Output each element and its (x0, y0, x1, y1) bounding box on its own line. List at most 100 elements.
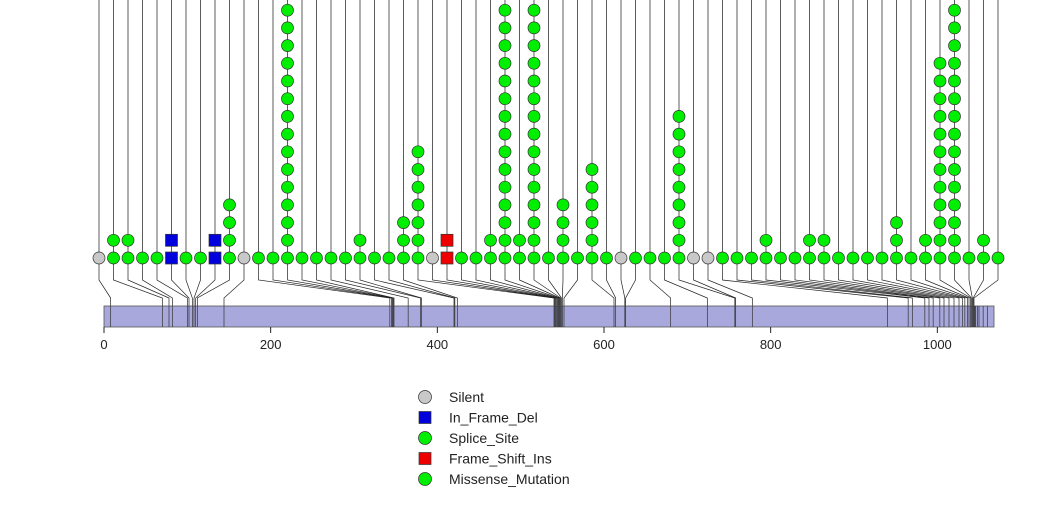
mutation-marker-missense-mutation (498, 233, 512, 247)
mutation-marker-missense-mutation (411, 145, 425, 159)
mutation-marker-missense-mutation (281, 39, 294, 52)
mutation-marker-missense-mutation (223, 251, 236, 265)
connector-line (678, 258, 736, 306)
mutation-marker-missense-mutation (803, 251, 816, 265)
mutation-marker-missense-mutation (803, 233, 816, 247)
mutation-marker-in-frame-del (208, 233, 222, 247)
mutation-marker-missense-mutation (498, 3, 512, 17)
connector-line (156, 258, 188, 306)
connector-line (127, 258, 170, 306)
connector-line (374, 258, 455, 306)
mutation-marker-missense-mutation (324, 251, 338, 265)
mutation-marker-missense-mutation (948, 216, 961, 229)
mutation-marker-missense-mutation (933, 233, 947, 247)
mutation-marker-missense-mutation (933, 216, 947, 229)
tick-label: 800 (760, 337, 782, 352)
mutation-marker-silent (92, 251, 106, 265)
connector-lines (98, 258, 999, 306)
connector-line (446, 258, 557, 306)
connector-line (301, 258, 394, 306)
connector-line (968, 258, 973, 306)
mutation-marker-missense-mutation (382, 251, 396, 265)
connector-line (388, 258, 456, 306)
mutation-marker-missense-mutation (745, 251, 758, 265)
mutation-marker-frame-shift-ins (440, 233, 454, 247)
connector-line (563, 258, 578, 306)
mutation-marker-missense-mutation (672, 110, 686, 123)
mutation-marker-missense-mutation (933, 198, 947, 212)
mutation-marker-missense-mutation (252, 251, 265, 265)
mutation-marker-silent (701, 251, 715, 265)
legend-swatch-missense-mutation (418, 472, 432, 486)
mutation-marker-in-frame-del (208, 251, 222, 265)
tick-label: 0 (100, 337, 107, 352)
mutation-markers (92, 3, 1005, 265)
mutation-marker-missense-mutation (397, 216, 410, 229)
mutation-marker-missense-mutation (281, 180, 294, 194)
mutation-marker-missense-mutation (107, 233, 120, 247)
connector-line (620, 258, 626, 306)
mutation-marker-missense-mutation (788, 251, 802, 265)
connector-line (475, 258, 558, 306)
mutation-marker-missense-mutation (672, 163, 686, 176)
mutation-marker-silent (687, 251, 700, 265)
mutation-marker-missense-mutation (527, 180, 541, 194)
mutation-marker-missense-mutation (150, 251, 164, 265)
mutation-marker-missense-mutation (948, 233, 961, 247)
mutation-marker-missense-mutation (223, 198, 236, 212)
mutation-marker-missense-mutation (571, 251, 584, 265)
mutation-marker-missense-mutation (295, 251, 309, 265)
mutation-marker-missense-mutation (977, 233, 990, 247)
connector-line (461, 258, 557, 306)
legend-label: Silent (449, 389, 484, 405)
mutation-marker-in-frame-del (165, 233, 178, 247)
mutation-marker-missense-mutation (846, 251, 860, 265)
x-axis: 0 200 400 600 800 1000 (100, 327, 952, 352)
mutation-marker-missense-mutation (411, 216, 425, 229)
mutation-marker-missense-mutation (933, 145, 947, 159)
connector-line (287, 258, 393, 306)
lollipop-stems (98, 0, 999, 258)
connector-line (625, 258, 636, 306)
mutation-marker-missense-mutation (223, 233, 236, 247)
mutation-marker-missense-mutation (817, 251, 831, 265)
mutation-marker-missense-mutation (281, 145, 294, 159)
mutation-marker-missense-mutation (919, 251, 932, 265)
mutation-marker-missense-mutation (121, 233, 135, 247)
mutation-marker-missense-mutation (281, 21, 294, 35)
connector-line (838, 258, 950, 306)
connector-line (185, 258, 193, 306)
connector-line (751, 258, 913, 306)
mutation-marker-missense-mutation (498, 251, 512, 265)
mutation-marker-missense-mutation (411, 251, 425, 265)
mutation-marker-missense-mutation (672, 127, 686, 141)
mutation-marker-missense-mutation (527, 198, 541, 212)
mutation-marker-missense-mutation (556, 233, 570, 247)
mutation-marker-missense-mutation (527, 127, 541, 141)
domain-bar-position-marks (110, 306, 988, 327)
mutation-marker-missense-mutation (281, 198, 294, 212)
mutation-marker-missense-mutation (527, 163, 541, 176)
mutation-marker-missense-mutation (817, 233, 831, 247)
mutation-marker-missense-mutation (498, 39, 512, 52)
mutation-marker-missense-mutation (513, 251, 526, 265)
connector-line (490, 258, 559, 306)
mutation-marker-missense-mutation (556, 251, 570, 265)
mutation-marker-missense-mutation (527, 216, 541, 229)
connector-line (867, 258, 960, 306)
mutation-marker-missense-mutation (948, 92, 961, 106)
connector-line (113, 258, 163, 306)
mutation-marker-missense-mutation (991, 251, 1005, 265)
mutation-marker-missense-mutation (948, 251, 961, 265)
connector-line (591, 258, 615, 306)
mutation-marker-missense-mutation (411, 163, 425, 176)
mutation-marker-missense-mutation (585, 251, 599, 265)
tick-label: 400 (426, 337, 448, 352)
mutation-marker-missense-mutation (281, 163, 294, 176)
legend-swatch-splice-site (418, 431, 432, 445)
mutation-marker-missense-mutation (107, 251, 120, 265)
connector-line (823, 258, 945, 306)
connector-line (504, 258, 560, 306)
mutation-marker-silent (614, 251, 628, 265)
